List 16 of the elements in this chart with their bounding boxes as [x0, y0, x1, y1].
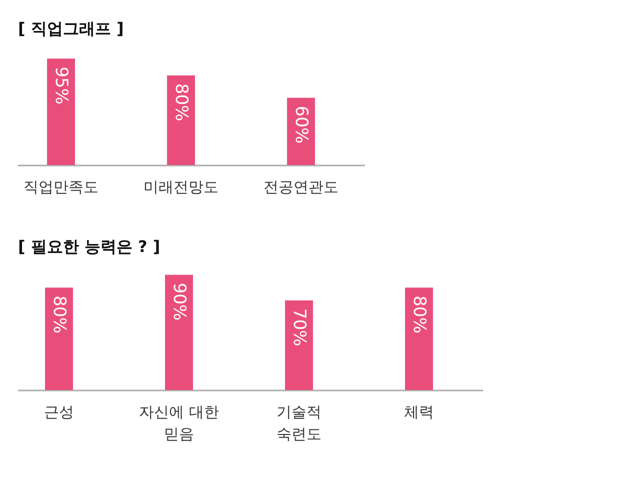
x-tick-label: 근성: [44, 403, 74, 421]
data-label: 80%: [409, 296, 429, 334]
chart-title: [ 필요한 능력은 ? ]: [18, 237, 160, 256]
x-tick-label: 미래전망도: [144, 178, 218, 196]
data-label: 70%: [289, 308, 309, 346]
x-tick-label: 자신에 대한 믿음: [139, 403, 219, 443]
x-tick-label: 직업만족도: [24, 178, 98, 196]
chart-title: [ 직업그래프 ]: [18, 19, 124, 38]
data-label: 90%: [169, 282, 189, 321]
data-label: 95%: [51, 66, 71, 104]
data-label: 60%: [291, 106, 311, 144]
x-tick-label: 기술적 숙련도: [276, 403, 322, 443]
x-tick-label: 체력: [404, 403, 434, 421]
data-label: 80%: [171, 83, 191, 122]
x-tick-label: 전공연관도: [264, 178, 338, 196]
data-label: 80%: [49, 296, 69, 334]
